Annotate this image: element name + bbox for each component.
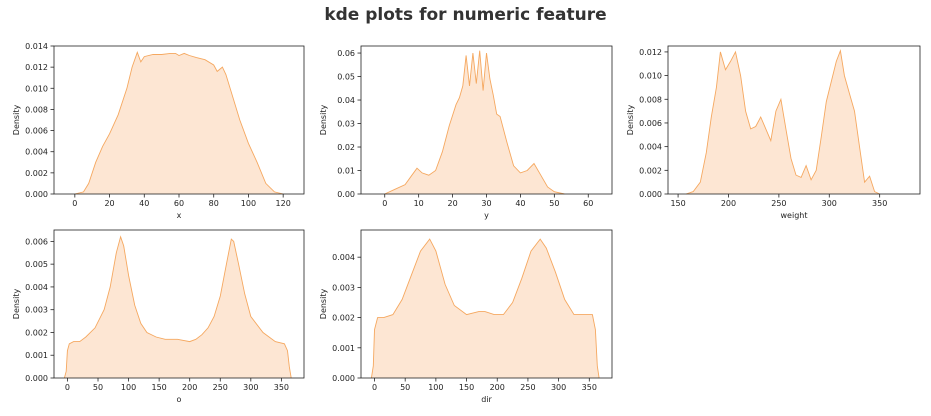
x-tick-label: 120 <box>276 199 291 208</box>
kde-panel-dir: 0 50 100 150 200 250 300 350 0.000 0.001 0.002 0.00… <box>319 229 613 404</box>
x-tick-label: 300 <box>822 199 837 208</box>
y-tick-label: 0.008 <box>639 95 662 104</box>
x-tick-label: 250 <box>520 383 535 392</box>
kde-line-weight <box>685 48 880 195</box>
x-tick-label: 40 <box>139 199 149 208</box>
y-tick-label: 0.006 <box>25 237 48 246</box>
kde-area-y <box>384 50 565 195</box>
y-tick-label: 0.006 <box>25 127 48 136</box>
y-axis-label: Density <box>12 105 21 136</box>
x-tick-label: 50 <box>93 383 103 392</box>
y-tick-label: 0.012 <box>639 48 662 57</box>
y-tick-label: 0.00 <box>337 190 355 199</box>
kde-panel-weight: 150 200 250 300 350 0.000 0.002 0.004 0.006 0.008… <box>626 45 921 220</box>
x-tick-label: 350 <box>872 199 887 208</box>
x-tick-label: 80 <box>209 199 219 208</box>
x-tick-label: 50 <box>549 199 559 208</box>
x-tick-label: 200 <box>721 199 736 208</box>
y-tick-label: 0.03 <box>337 120 355 129</box>
y-tick-label: 0.003 <box>25 306 48 315</box>
x-tick-label: 200 <box>182 383 197 392</box>
x-tick-label: 50 <box>400 383 410 392</box>
x-tick-label: 0 <box>65 383 70 392</box>
kde-panel-o: 0 50 100 150 200 250 300 350 0.000 0.001 0.002 0.00… <box>12 229 305 404</box>
x-tick-label: 100 <box>428 383 443 392</box>
x-tick-label: 300 <box>243 383 258 392</box>
axes-frame <box>53 229 305 379</box>
y-tick-label: 0.04 <box>337 96 355 105</box>
x-tick-label: 250 <box>213 383 228 392</box>
y-axis-label: Density <box>626 105 635 136</box>
kde-area-x <box>74 52 284 194</box>
figure-title: kde plots for numeric feature <box>324 5 607 25</box>
kde-line-dir <box>370 238 600 379</box>
y-tick-label: 0.001 <box>25 351 48 360</box>
x-tick-label: 350 <box>274 383 289 392</box>
y-tick-label: 0.05 <box>337 73 355 82</box>
x-tick-label: 60 <box>583 199 593 208</box>
y-tick-label: 0.008 <box>25 105 48 114</box>
y-tick-label: 0.06 <box>337 49 355 58</box>
y-tick-label: 0.006 <box>639 119 662 128</box>
axes-frame <box>360 229 613 379</box>
x-tick-label: 100 <box>121 383 136 392</box>
x-axis-label: weight <box>781 211 808 220</box>
y-tick-label: 0.004 <box>332 253 355 262</box>
x-tick-label: 30 <box>481 199 491 208</box>
kde-area-weight <box>686 50 880 195</box>
y-tick-label: 0.02 <box>337 143 355 152</box>
x-tick-label: 300 <box>551 383 566 392</box>
x-tick-label: 0 <box>382 199 387 208</box>
x-tick-label: 150 <box>459 383 474 392</box>
x-tick-label: 150 <box>151 383 166 392</box>
y-tick-label: 0.001 <box>332 344 355 353</box>
x-tick-label: 20 <box>104 199 114 208</box>
y-tick-label: 0.014 <box>25 42 48 51</box>
y-tick-label: 0.002 <box>25 169 48 178</box>
x-tick-label: 150 <box>670 199 685 208</box>
y-tick-label: 0.002 <box>332 314 355 323</box>
y-tick-label: 0.000 <box>25 374 48 383</box>
y-axis-label: Density <box>12 289 21 320</box>
x-axis-label: y <box>484 211 489 220</box>
y-tick-label: 0.000 <box>25 190 48 199</box>
y-tick-label: 0.004 <box>25 283 48 292</box>
x-tick-label: 40 <box>515 199 525 208</box>
kde-panel-x: 0 20 40 60 80 100 120 0.000 0.002 0.004 0.006 0.008… <box>12 42 305 220</box>
x-axis-label: x <box>177 211 182 220</box>
y-tick-label: 0.012 <box>25 63 48 72</box>
y-tick-label: 0.003 <box>332 283 355 292</box>
x-tick-label: 0 <box>72 199 77 208</box>
x-tick-label: 20 <box>447 199 457 208</box>
y-tick-label: 0.000 <box>639 190 662 199</box>
kde-line-o <box>63 235 292 379</box>
y-tick-label: 0.005 <box>25 260 48 269</box>
x-axis-label: o <box>177 395 182 404</box>
y-tick-label: 0.002 <box>25 328 48 337</box>
kde-panel-y: 0 10 20 30 40 50 60 0.00 0.01 0.02 0.03 0.04 0.05 0.0… <box>319 45 613 220</box>
x-tick-label: 0 <box>372 383 377 392</box>
axes-frame <box>667 45 921 195</box>
y-tick-label: 0.01 <box>337 167 355 176</box>
y-tick-label: 0.000 <box>332 374 355 383</box>
kde-area-o <box>64 236 292 378</box>
y-tick-label: 0.010 <box>25 84 48 93</box>
x-tick-label: 100 <box>241 199 256 208</box>
x-axis-label: dir <box>481 395 492 404</box>
y-axis-label: Density <box>319 289 328 320</box>
x-tick-label: 200 <box>490 383 505 392</box>
x-tick-label: 250 <box>771 199 786 208</box>
kde-area-dir <box>371 239 600 378</box>
y-tick-label: 0.010 <box>639 72 662 81</box>
y-axis-label: Density <box>319 105 328 136</box>
x-tick-label: 10 <box>414 199 424 208</box>
kde-line-y <box>384 50 565 195</box>
y-tick-label: 0.004 <box>25 148 48 157</box>
kde-line-x <box>74 50 284 195</box>
y-tick-label: 0.002 <box>639 166 662 175</box>
x-tick-label: 350 <box>582 383 597 392</box>
y-tick-label: 0.004 <box>639 143 662 152</box>
x-tick-label: 60 <box>174 199 184 208</box>
